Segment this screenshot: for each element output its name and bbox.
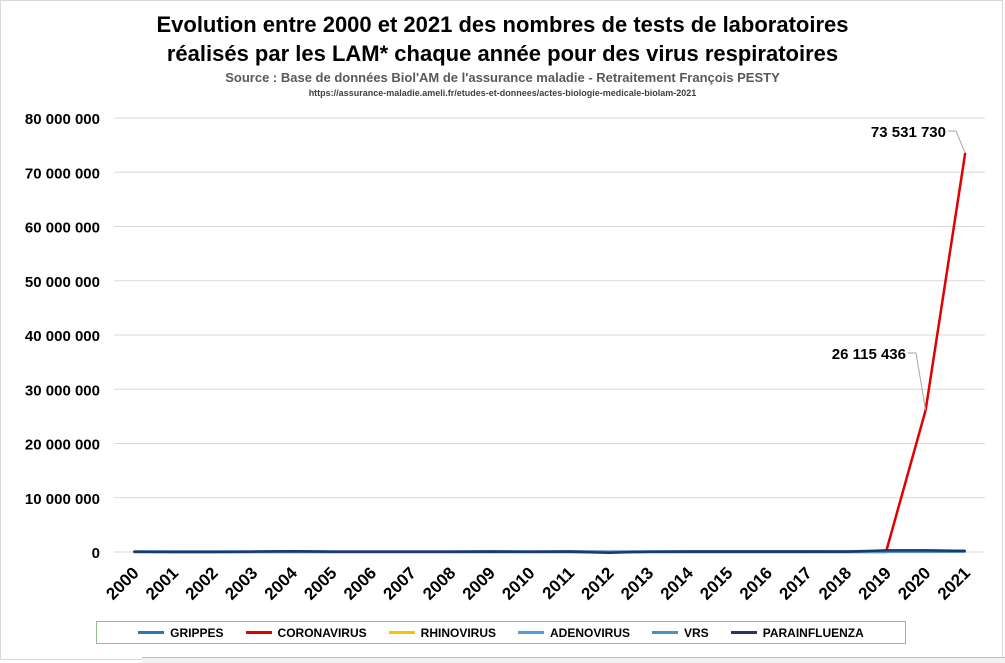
data-point-parainfluenza xyxy=(450,551,452,553)
data-point-parainfluenza xyxy=(371,551,373,553)
legend-swatch xyxy=(518,631,544,634)
x-tick-label: 2012 xyxy=(578,563,618,603)
x-tick-label: 2005 xyxy=(300,563,340,603)
legend-swatch xyxy=(389,631,415,634)
legend-item-vrs: VRS xyxy=(652,626,709,640)
series-line-parainfluenza xyxy=(134,550,965,552)
legend-label: RHINOVIRUS xyxy=(421,626,496,640)
x-tick-label: 2013 xyxy=(617,563,657,603)
scroll-strip xyxy=(142,657,1005,663)
data-point-parainfluenza xyxy=(687,551,689,553)
y-tick-label: 20 000 000 xyxy=(25,437,100,454)
y-tick-label: 70 000 000 xyxy=(25,165,100,182)
x-tick-label: 2020 xyxy=(894,563,934,603)
legend-swatch xyxy=(652,631,678,634)
chart-legend: GRIPPES CORONAVIRUS RHINOVIRUS ADENOVIRUS VR… xyxy=(96,621,906,644)
data-point-parainfluenza xyxy=(291,550,293,552)
legend-item-parainfluenza: PARAINFLUENZA xyxy=(731,626,864,640)
x-tick-label: 2021 xyxy=(934,563,974,603)
y-tick-label: 50 000 000 xyxy=(25,274,100,291)
data-label: 26 115 436 xyxy=(832,346,906,363)
legend-swatch xyxy=(731,631,757,634)
y-tick-label: 60 000 000 xyxy=(25,220,100,237)
data-point-parainfluenza xyxy=(489,551,491,553)
y-tick-label: 30 000 000 xyxy=(25,382,100,399)
data-point-parainfluenza xyxy=(568,551,570,553)
data-point-parainfluenza xyxy=(410,551,412,553)
legend-item-rhinovirus: RHINOVIRUS xyxy=(389,626,496,640)
legend-swatch xyxy=(138,631,164,634)
data-label-leader xyxy=(908,353,926,410)
x-tick-label: 2002 xyxy=(182,563,222,603)
y-tick-label: 0 xyxy=(92,545,100,562)
data-label: 73 531 730 xyxy=(871,124,946,141)
legend-item-grippes: GRIPPES xyxy=(138,626,223,640)
legend-label: CORONAVIRUS xyxy=(278,626,367,640)
x-tick-label: 2011 xyxy=(539,563,579,603)
x-tick-label: 2015 xyxy=(696,563,736,603)
data-label-leader xyxy=(948,131,965,153)
legend-swatch xyxy=(246,631,272,634)
data-point-parainfluenza xyxy=(173,551,175,553)
legend-item-adenovirus: ADENOVIRUS xyxy=(518,626,630,640)
data-point-parainfluenza xyxy=(885,550,887,552)
y-tick-label: 40 000 000 xyxy=(25,328,100,345)
x-tick-label: 2014 xyxy=(657,563,698,604)
x-tick-label: 2010 xyxy=(498,563,538,603)
data-point-parainfluenza xyxy=(727,551,729,553)
x-tick-label: 2000 xyxy=(102,563,142,603)
legend-label: PARAINFLUENZA xyxy=(763,626,864,640)
x-tick-label: 2001 xyxy=(142,563,182,603)
data-point-parainfluenza xyxy=(964,550,966,552)
legend-label: GRIPPES xyxy=(170,626,223,640)
data-point-parainfluenza xyxy=(806,551,808,553)
x-tick-label: 2003 xyxy=(221,563,261,603)
x-tick-label: 2019 xyxy=(855,563,895,603)
x-tick-label: 2008 xyxy=(419,563,459,603)
data-point-parainfluenza xyxy=(331,551,333,553)
x-tick-label: 2004 xyxy=(261,563,302,604)
data-point-parainfluenza xyxy=(925,550,927,552)
x-tick-label: 2016 xyxy=(736,563,776,603)
x-tick-label: 2007 xyxy=(380,563,420,603)
data-point-parainfluenza xyxy=(529,551,531,553)
legend-label: ADENOVIRUS xyxy=(550,626,630,640)
data-point-parainfluenza xyxy=(212,551,214,553)
data-point-parainfluenza xyxy=(608,552,610,554)
legend-item-coronavirus: CORONAVIRUS xyxy=(246,626,367,640)
x-tick-label: 2018 xyxy=(815,563,855,603)
x-tick-label: 2017 xyxy=(775,563,815,603)
data-point-parainfluenza xyxy=(133,551,135,553)
x-tick-label: 2009 xyxy=(459,563,499,603)
data-point-parainfluenza xyxy=(648,551,650,553)
data-point-parainfluenza xyxy=(252,551,254,553)
data-point-parainfluenza xyxy=(766,551,768,553)
y-tick-label: 10 000 000 xyxy=(25,491,100,508)
data-point-parainfluenza xyxy=(846,551,848,553)
y-tick-label: 80 000 000 xyxy=(25,111,100,128)
legend-label: VRS xyxy=(684,626,709,640)
x-tick-label: 2006 xyxy=(340,563,380,603)
